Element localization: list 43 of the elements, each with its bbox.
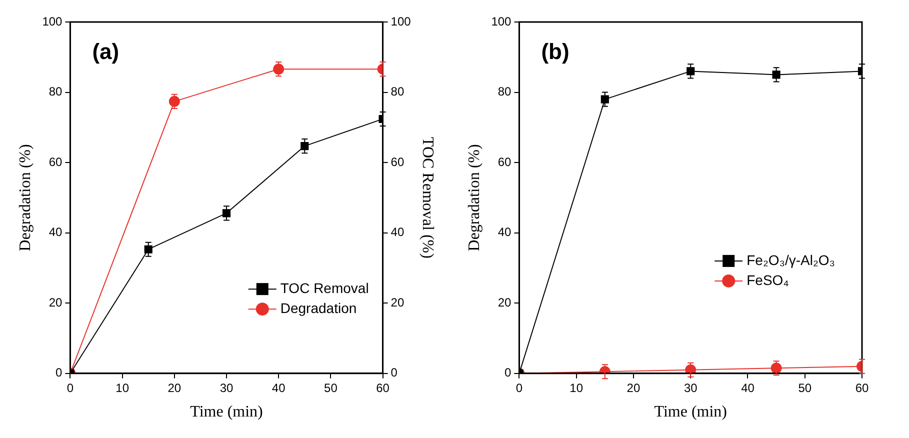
- y2-axis-title: TOC Removal (%): [419, 136, 436, 258]
- y-tick-label: 0: [56, 366, 63, 380]
- y-tick-label: 40: [48, 225, 63, 240]
- legend-label: TOC Removal: [280, 280, 369, 296]
- y-tick-label: 60: [48, 154, 63, 169]
- y-tick-label: 80: [498, 84, 512, 99]
- y-tick-label: 20: [498, 295, 512, 310]
- x-tick-label: 20: [626, 380, 640, 395]
- legend-label: Fe₂O₃/γ-Al₂O₃: [746, 252, 835, 268]
- y-tick-label: 40: [498, 225, 512, 240]
- x-tick-label: 10: [570, 380, 584, 395]
- y-tick-label: 20: [48, 295, 63, 310]
- legend-label: Degradation: [280, 300, 357, 316]
- x-tick-label: 30: [220, 380, 234, 395]
- y-tick-label: 60: [498, 154, 512, 169]
- y2-tick-label: 40: [390, 225, 404, 240]
- annotation: (b): [541, 39, 570, 64]
- x-tick-label: 10: [116, 380, 130, 395]
- y-tick-label: 80: [48, 84, 63, 99]
- y2-tick-label: 20: [390, 295, 404, 310]
- x-tick-label: 40: [741, 380, 755, 395]
- y2-tick-label: 0: [390, 366, 398, 380]
- x-axis-title: Time (min): [190, 404, 263, 421]
- y2-tick-label: 80: [390, 84, 404, 99]
- y2-tick-label: 60: [390, 154, 404, 169]
- annotation: (a): [92, 39, 120, 64]
- y-tick-label: 100: [42, 14, 63, 28]
- x-tick-label: 50: [324, 380, 338, 395]
- x-tick-label: 60: [376, 380, 390, 395]
- x-tick-label: 0: [66, 380, 74, 395]
- y-tick-label: 100: [491, 14, 512, 28]
- x-tick-label: 40: [272, 380, 286, 395]
- x-axis-title: Time (min): [654, 404, 727, 421]
- x-tick-label: 50: [798, 380, 812, 395]
- y2-tick-label: 100: [390, 14, 412, 28]
- x-tick-label: 60: [855, 380, 869, 395]
- y-axis-title: Degradation (%): [16, 144, 34, 252]
- x-tick-label: 20: [168, 380, 182, 395]
- legend-label: FeSO₄: [746, 272, 790, 288]
- x-tick-label: 30: [684, 380, 698, 395]
- y-tick-label: 0: [504, 366, 512, 380]
- x-tick-label: 0: [516, 380, 523, 395]
- y-axis-title: Degradation (%): [466, 144, 483, 252]
